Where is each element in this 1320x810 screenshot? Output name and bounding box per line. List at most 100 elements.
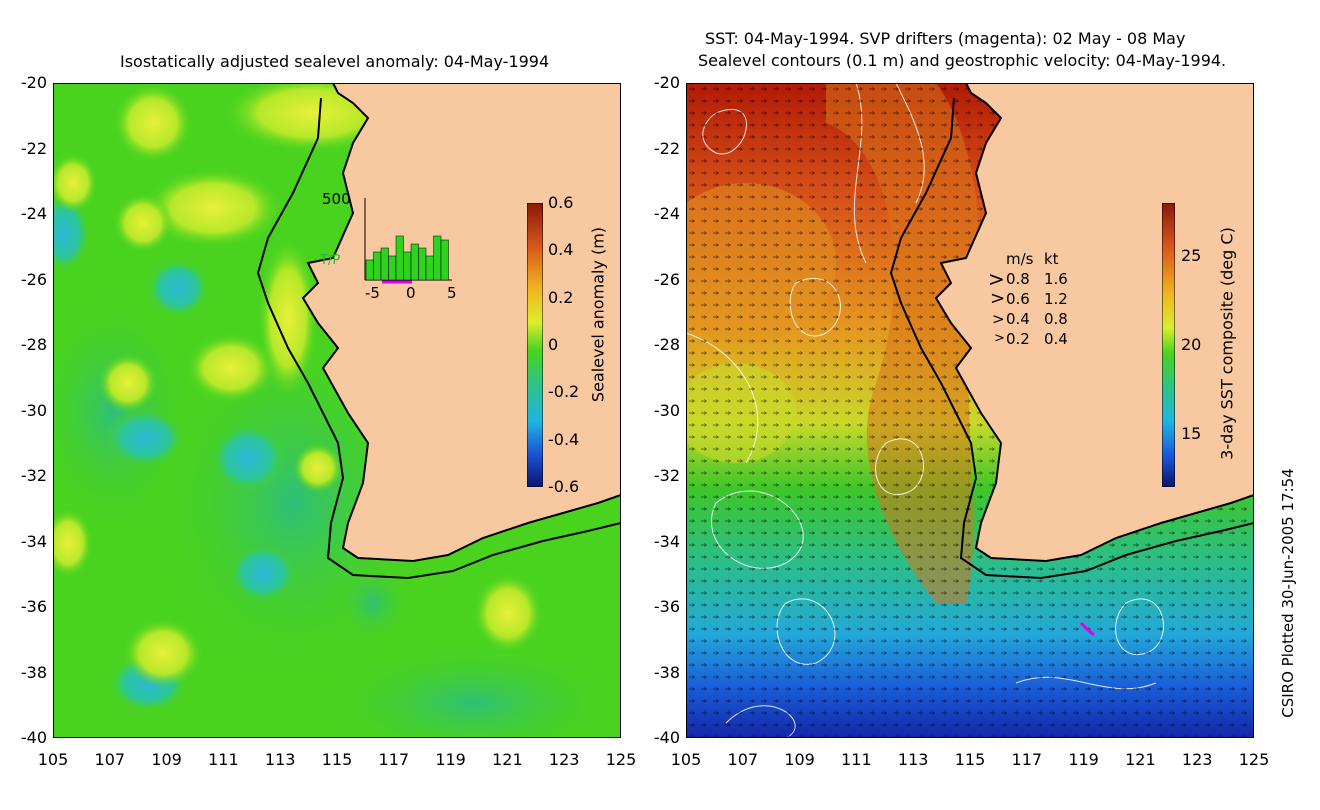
legend-speed-kt: 1.6 xyxy=(1044,270,1068,288)
left-colorbar-tick: -0.2 xyxy=(548,382,580,402)
legend-speed-ms: 0.4 xyxy=(1006,310,1030,328)
left-x-tick: 119 xyxy=(435,750,466,769)
right-colorbar-label: 3-day SST composite (deg C) xyxy=(1217,227,1237,460)
inset-ymax-label: 500 xyxy=(322,190,351,208)
inset-bar xyxy=(380,247,389,281)
right-y-tick: -34 xyxy=(653,531,680,551)
right-y-tick: -26 xyxy=(653,269,680,289)
inset-bar xyxy=(410,243,419,281)
left-y-tick: -36 xyxy=(20,597,47,616)
anomaly-low xyxy=(228,543,298,603)
inset-chart: 500 T/P -5 0 5 xyxy=(320,190,460,302)
legend-arrow-icon: > xyxy=(988,267,1005,291)
legend-header-kt: kt xyxy=(1044,250,1059,268)
right-shelf-contour xyxy=(889,97,1254,580)
inset-xtick: -5 xyxy=(365,284,380,302)
right-x-tick: 107 xyxy=(727,750,759,769)
right-y-tick: -38 xyxy=(653,662,680,682)
left-colorbar-tick: 0 xyxy=(548,335,559,354)
legend-header-ms: m/s xyxy=(1006,250,1034,268)
left-x-tick: 107 xyxy=(94,750,126,769)
legend-arrow-icon: > xyxy=(990,288,1006,309)
right-y-tick: -32 xyxy=(653,466,680,485)
left-y-tick: -20 xyxy=(20,73,47,92)
right-colorbar-tick: 20 xyxy=(1181,335,1202,354)
left-y-tick: -38 xyxy=(20,662,47,682)
inset-series-label: T/P xyxy=(320,253,341,268)
left-colorbar-tick: -0.4 xyxy=(548,429,580,449)
left-x-tick: 113 xyxy=(264,750,296,769)
left-y-tick: -30 xyxy=(20,400,47,420)
inset-bar xyxy=(373,251,382,281)
inset-bar xyxy=(388,255,397,281)
right-coastline xyxy=(934,83,1254,563)
legend-speed-ms: 0.6 xyxy=(1006,290,1030,308)
left-colorbar xyxy=(527,203,543,487)
inset-xtick: 0 xyxy=(406,284,416,302)
inset-bar xyxy=(403,251,412,281)
left-coastline xyxy=(301,83,621,563)
left-y-tick: -32 xyxy=(20,466,47,485)
credit-text: CSIRO Plotted 30-Jun-2005 17:54 xyxy=(1279,468,1297,718)
inset-xtick: 5 xyxy=(447,284,457,302)
anomaly-low xyxy=(105,408,185,468)
inset-bar xyxy=(433,235,442,281)
right-x-tick: 111 xyxy=(841,750,872,769)
right-x-tick: 105 xyxy=(670,750,702,769)
inset-bar xyxy=(418,247,427,281)
right-map-title-line1: SST: 04-May-1994. SVP drifters (magenta)… xyxy=(705,29,1186,48)
svp-drifter-track xyxy=(1079,621,1095,637)
left-y-tick: -28 xyxy=(20,335,47,354)
right-y-tick: -30 xyxy=(653,400,680,420)
left-colorbar-tick: 0.6 xyxy=(548,193,574,212)
right-x-tick: 117 xyxy=(1011,750,1043,769)
right-y-tick: -28 xyxy=(653,335,680,354)
inset-bar xyxy=(365,259,374,281)
left-colorbar-tick: 0.2 xyxy=(548,287,574,307)
right-y-tick: -24 xyxy=(653,204,680,223)
left-colorbar-tick: -0.6 xyxy=(548,477,580,496)
right-x-tick: 121 xyxy=(1125,750,1156,769)
left-y-tick: -34 xyxy=(20,531,47,551)
right-x-tick: 119 xyxy=(1068,750,1099,769)
inset-bar xyxy=(425,255,434,281)
anomaly-high xyxy=(473,573,543,653)
right-x-tick: 123 xyxy=(1181,750,1213,769)
right-x-tick: 125 xyxy=(1238,750,1270,769)
left-y-tick: -24 xyxy=(20,204,47,223)
left-x-tick: 123 xyxy=(548,750,580,769)
legend-speed-kt: 1.2 xyxy=(1044,290,1068,308)
inset-bar xyxy=(395,235,404,281)
left-x-tick: 109 xyxy=(151,750,182,769)
anomaly-high xyxy=(186,333,276,403)
left-y-tick: -40 xyxy=(20,728,47,747)
right-x-tick: 109 xyxy=(784,750,815,769)
inset-bar xyxy=(440,239,449,281)
left-colorbar-tick: 0.4 xyxy=(548,240,574,260)
anomaly-high xyxy=(143,168,283,248)
right-colorbar xyxy=(1162,203,1175,487)
right-y-tick: -20 xyxy=(653,73,680,92)
left-colorbar-label: Sealevel anomaly (m) xyxy=(588,226,608,403)
anomaly-high xyxy=(113,83,193,163)
right-x-tick: 113 xyxy=(897,750,929,769)
left-x-tick: 105 xyxy=(37,750,69,769)
left-shelf-contour xyxy=(256,97,621,580)
right-y-tick: -22 xyxy=(653,138,680,158)
left-x-tick: 121 xyxy=(492,750,523,769)
anomaly-high xyxy=(123,618,203,688)
velocity-legend: m/s kt >0.8 1.6 >0.6 1.2 >0.4 0.8 >0.2 0.4 xyxy=(980,250,1090,350)
legend-speed-kt: 0.4 xyxy=(1044,330,1068,348)
right-y-tick: -40 xyxy=(653,728,680,747)
left-x-tick: 117 xyxy=(378,750,410,769)
legend-arrow-icon: > xyxy=(992,310,1005,328)
left-x-tick: 115 xyxy=(321,750,353,769)
right-y-tick: -36 xyxy=(653,597,680,616)
legend-arrow-icon: > xyxy=(994,331,1005,346)
legend-speed-kt: 0.8 xyxy=(1044,310,1068,328)
right-map-title-line2: Sealevel contours (0.1 m) and geostrophi… xyxy=(698,51,1227,70)
right-x-tick: 115 xyxy=(954,750,986,769)
left-y-tick: -26 xyxy=(20,269,47,289)
left-x-tick: 111 xyxy=(208,750,239,769)
